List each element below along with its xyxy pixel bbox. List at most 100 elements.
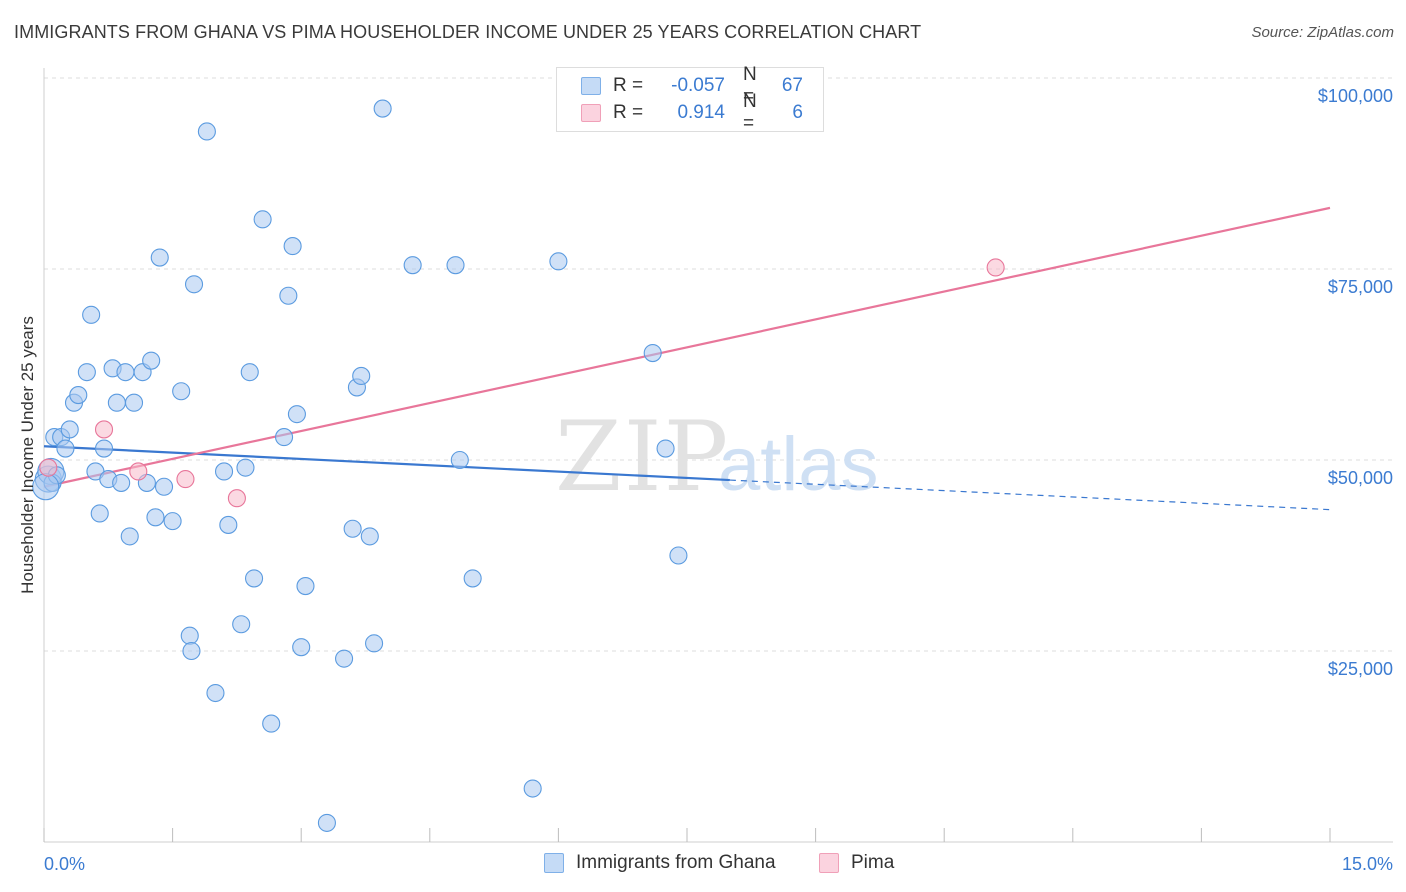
watermark-atlas: atlas <box>718 422 879 507</box>
point-ghana <box>360 527 379 546</box>
point-ghana <box>182 641 201 661</box>
data-points <box>32 99 1005 832</box>
legend-row-ghana: R = -0.057 N = 67 <box>581 64 803 107</box>
point-ghana <box>82 305 101 324</box>
legend-r-value: -0.057 <box>671 75 725 96</box>
watermark: ZIP atlas <box>555 401 879 513</box>
point-ghana <box>463 569 482 588</box>
point-ghana <box>656 439 675 458</box>
watermark-zip: ZIP <box>555 401 730 513</box>
chart-source: Source: ZipAtlas.com <box>1251 24 1394 41</box>
point-ghana <box>180 626 199 645</box>
legend-r-value: 0.914 <box>677 102 725 123</box>
point-ghana <box>365 634 384 653</box>
legend-n-value: 6 <box>792 102 803 123</box>
legend-row-pima: R = 0.914 N = 6 <box>581 91 803 134</box>
point-ghana <box>373 99 392 118</box>
point-ghana <box>90 504 109 523</box>
legend-label-ghana: Immigrants from Ghana <box>576 852 776 873</box>
x-tick-max: 15.0% <box>1342 854 1393 874</box>
point-ghana <box>197 122 216 141</box>
legend-swatch-ghana <box>544 853 564 873</box>
point-ghana <box>262 714 281 733</box>
point-pima <box>129 462 148 481</box>
y-tick-labels: $25,000 $50,000 $75,000 $100,000 <box>1318 86 1393 679</box>
point-ghana <box>240 363 259 382</box>
point-pima <box>176 470 195 489</box>
point-ghana <box>112 473 131 492</box>
point-ghana <box>124 393 144 412</box>
y-tick-label: $100,000 <box>1318 86 1393 106</box>
axes <box>43 68 1393 843</box>
x-tick-labels: 0.0% 15.0% <box>44 854 1393 874</box>
point-ghana <box>150 248 169 267</box>
series-legend: Immigrants from Ghana Pima <box>0 852 1406 878</box>
point-ghana <box>292 638 311 657</box>
point-ghana <box>253 210 272 229</box>
y-tick-label: $75,000 <box>1328 277 1393 297</box>
point-ghana <box>275 428 294 447</box>
point-ghana <box>163 512 182 531</box>
point-ghana <box>172 382 191 401</box>
point-ghana <box>142 351 161 370</box>
point-ghana <box>523 779 542 798</box>
point-ghana <box>232 615 251 634</box>
legend-n-value: 67 <box>781 75 803 96</box>
point-ghana <box>343 519 362 538</box>
point-ghana <box>244 569 264 588</box>
point-ghana <box>206 683 225 703</box>
point-pima <box>986 258 1005 277</box>
legend-item-ghana[interactable]: Immigrants from Ghana <box>544 852 776 874</box>
point-ghana <box>116 363 135 382</box>
legend-swatch-pima <box>819 853 839 873</box>
point-ghana <box>450 450 469 470</box>
legend-r-label: R = <box>613 75 644 96</box>
point-ghana <box>643 343 662 363</box>
point-ghana <box>335 649 354 668</box>
point-ghana <box>77 363 96 382</box>
stats-legend: R = -0.057 N = 67 R = 0.914 N = 6 <box>556 64 824 134</box>
x-tick-min: 0.0% <box>44 854 85 874</box>
legend-n-label: N = <box>743 91 757 134</box>
y-tick-label: $50,000 <box>1328 468 1393 488</box>
point-ghana <box>120 527 139 546</box>
point-ghana <box>69 386 88 405</box>
point-pima <box>39 458 58 477</box>
legend-r-label: R = <box>613 102 644 123</box>
y-tick-label: $25,000 <box>1328 659 1393 679</box>
trend-lines <box>43 206 1331 511</box>
point-pima <box>94 420 114 439</box>
point-ghana <box>549 252 568 271</box>
point-ghana <box>219 515 238 534</box>
point-ghana <box>283 237 302 256</box>
legend-swatch-ghana <box>581 77 601 95</box>
point-ghana <box>317 813 336 832</box>
point-ghana <box>669 546 688 565</box>
point-ghana <box>60 420 79 439</box>
point-ghana <box>403 256 422 275</box>
trend-line-dashed <box>729 479 1331 511</box>
point-ghana <box>296 577 315 596</box>
point-ghana <box>154 477 174 496</box>
point-ghana <box>287 405 306 424</box>
legend-swatch-pima <box>581 104 601 122</box>
point-ghana <box>107 393 126 412</box>
point-ghana <box>184 275 204 294</box>
legend-n-label: N = <box>743 64 757 107</box>
point-ghana <box>236 458 255 477</box>
trend-line <box>43 206 1331 488</box>
point-pima <box>227 489 246 508</box>
legend-item-pima[interactable]: Pima <box>819 852 894 874</box>
legend-label-pima: Pima <box>851 852 895 873</box>
point-ghana <box>56 439 75 458</box>
trend-line-solid <box>43 445 730 482</box>
y-axis-label: Householder Income Under 25 years <box>18 316 37 594</box>
point-ghana <box>279 286 298 305</box>
point-ghana <box>146 508 165 527</box>
point-ghana <box>94 439 114 458</box>
point-ghana <box>352 366 371 386</box>
chart-title: IMMIGRANTS FROM GHANA VS PIMA HOUSEHOLDE… <box>14 22 922 42</box>
point-ghana <box>446 256 465 275</box>
point-ghana <box>214 462 234 481</box>
